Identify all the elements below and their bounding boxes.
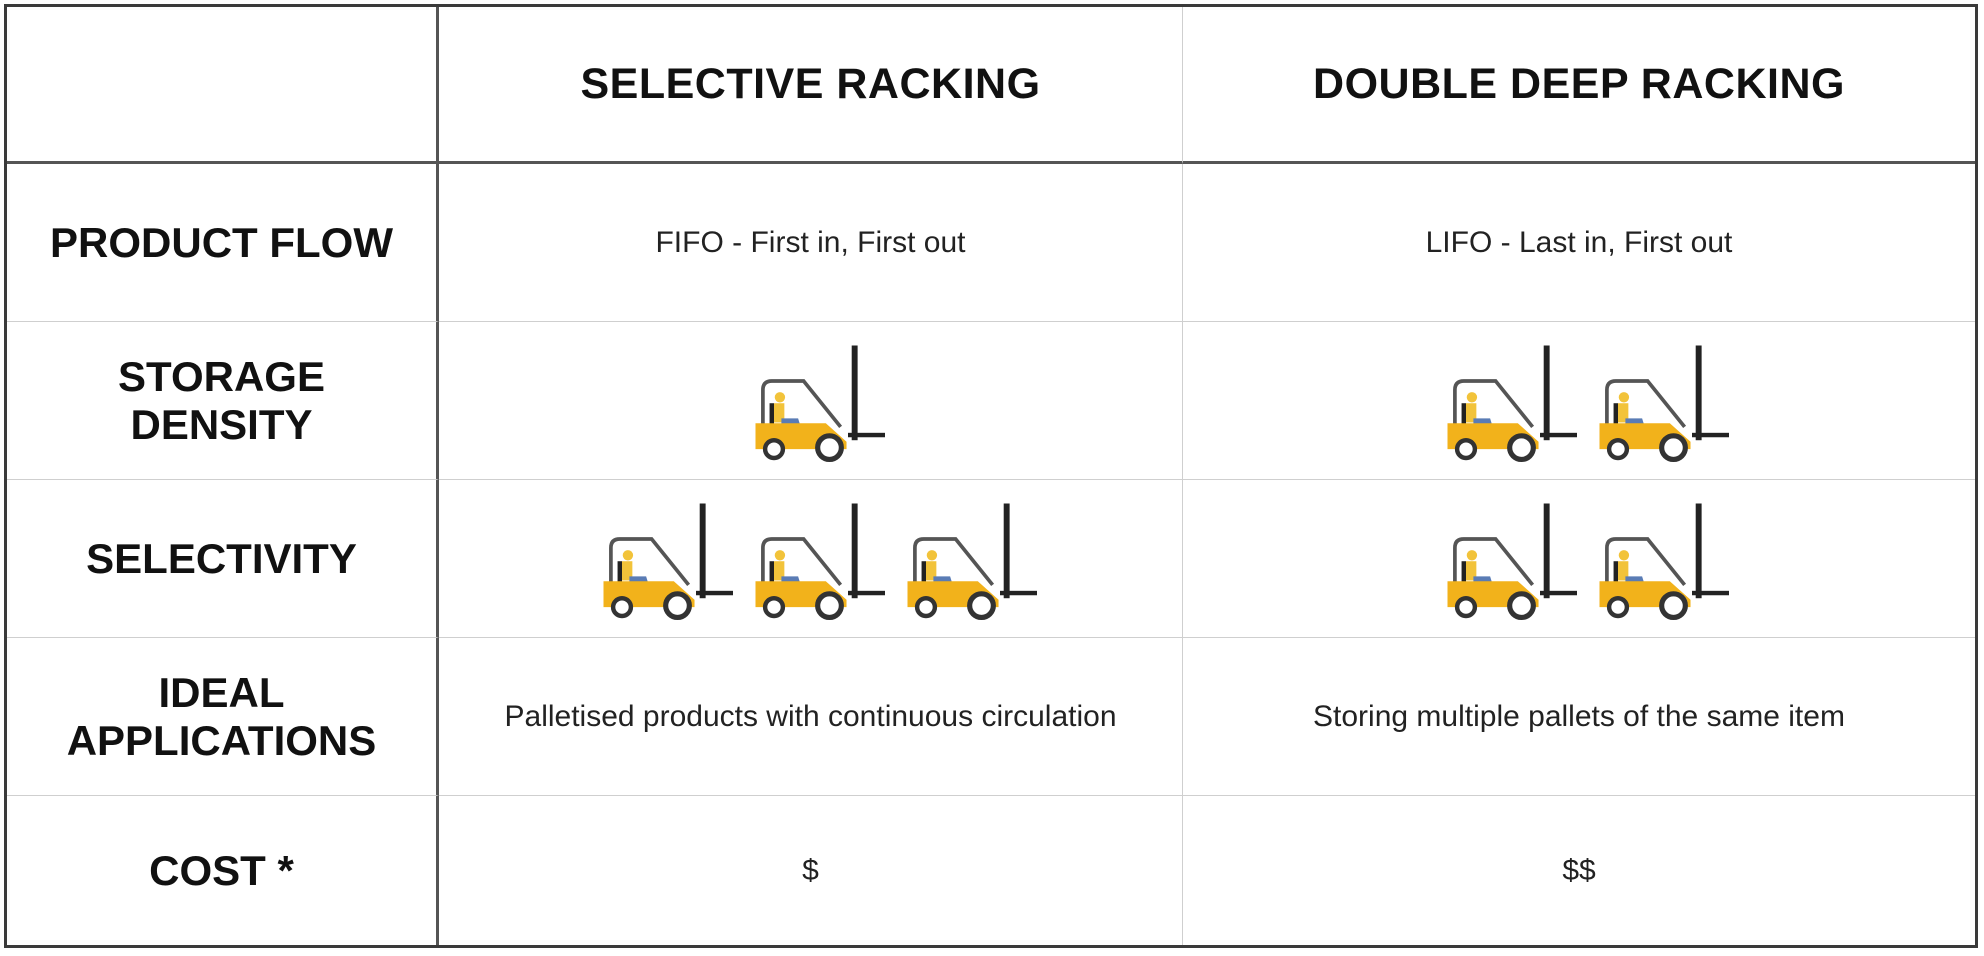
row-header-cost: COST *: [7, 796, 439, 945]
forklift-icon: [585, 496, 733, 622]
product-flow-double-deep: LIFO - Last in, First out: [1183, 164, 1975, 322]
column-header-double-deep: DOUBLE DEEP RACKING: [1183, 7, 1975, 164]
forklift-icon: [737, 496, 885, 622]
row-header-selectivity: SELECTIVITY: [7, 480, 439, 638]
forklift-icon: [737, 338, 885, 464]
icon-group: [737, 338, 885, 464]
ideal-applications-selective: Palletised products with continuous circ…: [439, 638, 1183, 796]
icon-group: [1429, 338, 1729, 464]
forklift-icon: [1581, 496, 1729, 622]
forklift-icon: [1581, 338, 1729, 464]
product-flow-selective: FIFO - First in, First out: [439, 164, 1183, 322]
forklift-icon: [889, 496, 1037, 622]
icon-group: [585, 496, 1037, 622]
column-header-selective: SELECTIVE RACKING: [439, 7, 1183, 164]
storage-density-selective: [439, 322, 1183, 480]
row-header-product-flow: PRODUCT FLOW: [7, 164, 439, 322]
row-header-storage-density: STORAGE DENSITY: [7, 322, 439, 480]
cost-selective: $: [439, 796, 1183, 945]
forklift-icon: [1429, 338, 1577, 464]
selectivity-double-deep: [1183, 480, 1975, 638]
cost-double-deep: $$: [1562, 853, 1596, 887]
corner-cell: [7, 7, 439, 164]
storage-density-double-deep: [1183, 322, 1975, 480]
comparison-table: SELECTIVE RACKING DOUBLE DEEP RACKING PR…: [4, 4, 1978, 948]
ideal-applications-double-deep: Storing multiple pallets of the same ite…: [1183, 638, 1975, 796]
selectivity-selective: [439, 480, 1183, 638]
icon-group: [1429, 496, 1729, 622]
row-header-ideal-applications: IDEAL APPLICATIONS: [7, 638, 439, 796]
forklift-icon: [1429, 496, 1577, 622]
